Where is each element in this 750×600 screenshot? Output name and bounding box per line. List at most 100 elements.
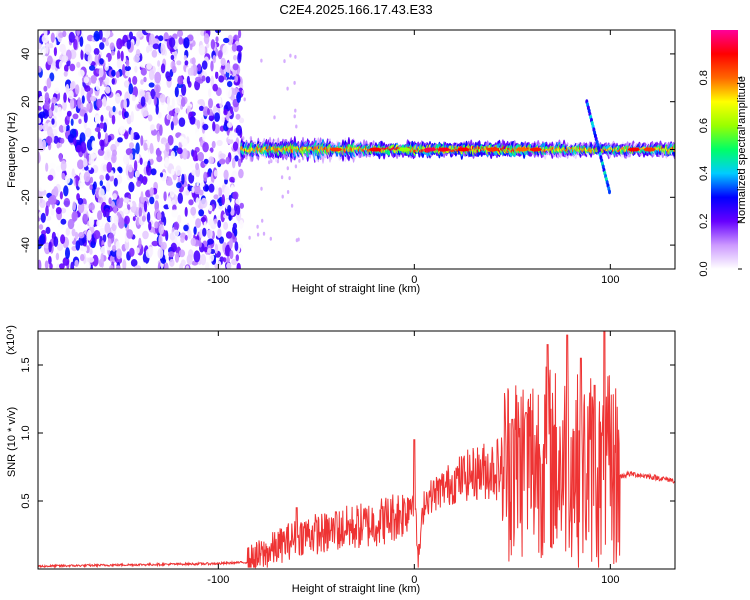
spectrogram-noise-cell (148, 82, 155, 88)
spectrogram-noise-cell (174, 252, 180, 263)
snr-y-scale-note: (x10⁴) (5, 325, 17, 355)
spectrogram-noise-cell (59, 191, 64, 200)
y-tick-label: -40 (20, 237, 32, 253)
spectrogram-noise-cell (184, 206, 188, 217)
spectrogram-noise-cell (189, 116, 196, 125)
spectrogram-noise-cell (170, 121, 174, 131)
spectrogram-noise-cell (156, 155, 163, 163)
spectrogram-noise-cell (155, 165, 160, 174)
spectrogram-noise-cell (203, 158, 209, 164)
spectrogram-noise-cell (149, 142, 154, 155)
spectrogram-noise-cell (38, 151, 41, 163)
spectrogram-noise-cell (60, 234, 66, 245)
spectrogram-noise-cell (94, 127, 101, 133)
spectrogram-noise-cell (80, 141, 87, 154)
spectrogram-noise-cell (104, 222, 111, 234)
spectrogram-noise-cell (195, 197, 200, 206)
spectrogram-noise-cell (38, 224, 44, 230)
snr-series-line (38, 331, 675, 569)
spectrogram-noise-cell (236, 91, 241, 103)
spectrogram-hotspot (529, 147, 542, 152)
spectrogram-noise-cell (77, 97, 82, 109)
y-tick-label: 0.5 (20, 493, 32, 508)
spectrogram-noise-cell (49, 263, 53, 269)
spectrogram-noise-cell (89, 65, 96, 71)
spectrogram-noise-cell (59, 43, 66, 54)
spectrogram-noise-cell (93, 48, 100, 56)
spectrogram-noise-cell (88, 202, 95, 211)
spectrogram-noise-cell (45, 162, 49, 172)
spectrogram-noise-cell (223, 169, 229, 180)
spectrogram-noise-cell (237, 52, 242, 64)
spectrogram-noise-cell (230, 106, 233, 115)
spectrogram-noise-cell (225, 231, 233, 239)
x-tick-label: 0 (411, 574, 417, 586)
spectrogram-noise-cell (149, 187, 154, 197)
spectrogram-noise-cell (159, 124, 163, 136)
spectrogram-noise-cell (186, 254, 193, 266)
spectrogram-noise-cell (109, 265, 114, 269)
spectrogram-noise-cell (51, 102, 55, 112)
spectrogram-noise-cell (47, 43, 54, 49)
spectrogram-noise-cell (150, 124, 155, 131)
snr-panel: -100 0 100 0.5 1.0 1.5 Height of straight li… (5, 325, 676, 595)
spectrogram-noise-cell (217, 187, 223, 197)
spectrogram-noise-cell (40, 212, 46, 223)
spectrogram-speckle (256, 224, 259, 229)
spectrogram-noise-cell (143, 200, 148, 212)
spectrogram-noise-cell (178, 36, 183, 45)
spectrogram-hotspot (329, 147, 342, 152)
spectrogram-hotspot (398, 147, 411, 152)
spectrogram-noise-cell (82, 213, 88, 225)
spectrogram-noise-cell (212, 55, 217, 64)
spectrogram-noise-cell (112, 105, 116, 113)
spectrogram-noise-cell (214, 64, 221, 72)
spectrogram-noise-cell (154, 200, 159, 212)
spectrogram-noise-cell (60, 160, 67, 172)
spectrogram-noise-cell (77, 159, 84, 170)
spectrogram-noise-cell (181, 173, 185, 185)
spectrogram-noise-cell (139, 90, 146, 97)
spectrogram-noise-cell (38, 259, 42, 269)
spectrogram-noise-cell (180, 237, 185, 243)
spectrogram-noise-cell (139, 157, 143, 165)
spectrogram-noise-cell (190, 65, 194, 76)
spectrogram-noise-cell (166, 75, 172, 82)
spectrogram-noise-cell (198, 105, 204, 111)
spectrogram-noise-cell (78, 235, 85, 246)
spectrogram-noise-cell (193, 184, 201, 195)
spectrogram-noise-cell (109, 42, 115, 51)
spectrogram-noise-cell (56, 243, 64, 251)
spectrogram-noise-cell (49, 72, 55, 82)
spectrogram-noise-cell (139, 60, 146, 68)
spectrogram-noise-cell (195, 218, 202, 229)
spectrogram-noise-cell (200, 253, 207, 266)
spectrogram-noise-cell (75, 174, 79, 187)
spectrogram-noise-cell (167, 135, 174, 146)
spectrogram-noise-cell (100, 253, 104, 264)
spectrogram-noise-cell (92, 249, 98, 257)
spectrogram-noise-cell (75, 84, 80, 95)
spectrogram-noise-cell (170, 150, 176, 160)
spectrogram-noise-cell (124, 131, 129, 140)
spectrogram-noise-cell (226, 256, 230, 264)
spectrogram-noise-cell (128, 83, 134, 95)
spectrogram-noise-cell (98, 67, 104, 78)
spectrogram-noise-cell (160, 258, 167, 264)
spectrogram-noise-cell (45, 205, 49, 217)
spectrogram-noise-cell (158, 224, 165, 235)
spectrogram-noise-cell (72, 113, 79, 120)
spectrogram-noise-cell (133, 188, 138, 201)
spectrogram-noise-cell (203, 246, 208, 253)
spectrogram-noise-cell (158, 234, 163, 246)
spectrogram-noise-cell (38, 117, 42, 124)
spectrogram-noise-cell (186, 75, 190, 85)
spectrogram-noise-cell (239, 117, 245, 124)
spectrogram-noise-cell (140, 135, 144, 147)
spectrogram-noise-cell (212, 121, 216, 132)
spectrogram-noise-cell (40, 46, 47, 56)
spectrogram-noise-cell (239, 219, 244, 229)
spectrogram-noise-cell (87, 153, 95, 165)
spectrogram-noise-cell (64, 174, 71, 184)
